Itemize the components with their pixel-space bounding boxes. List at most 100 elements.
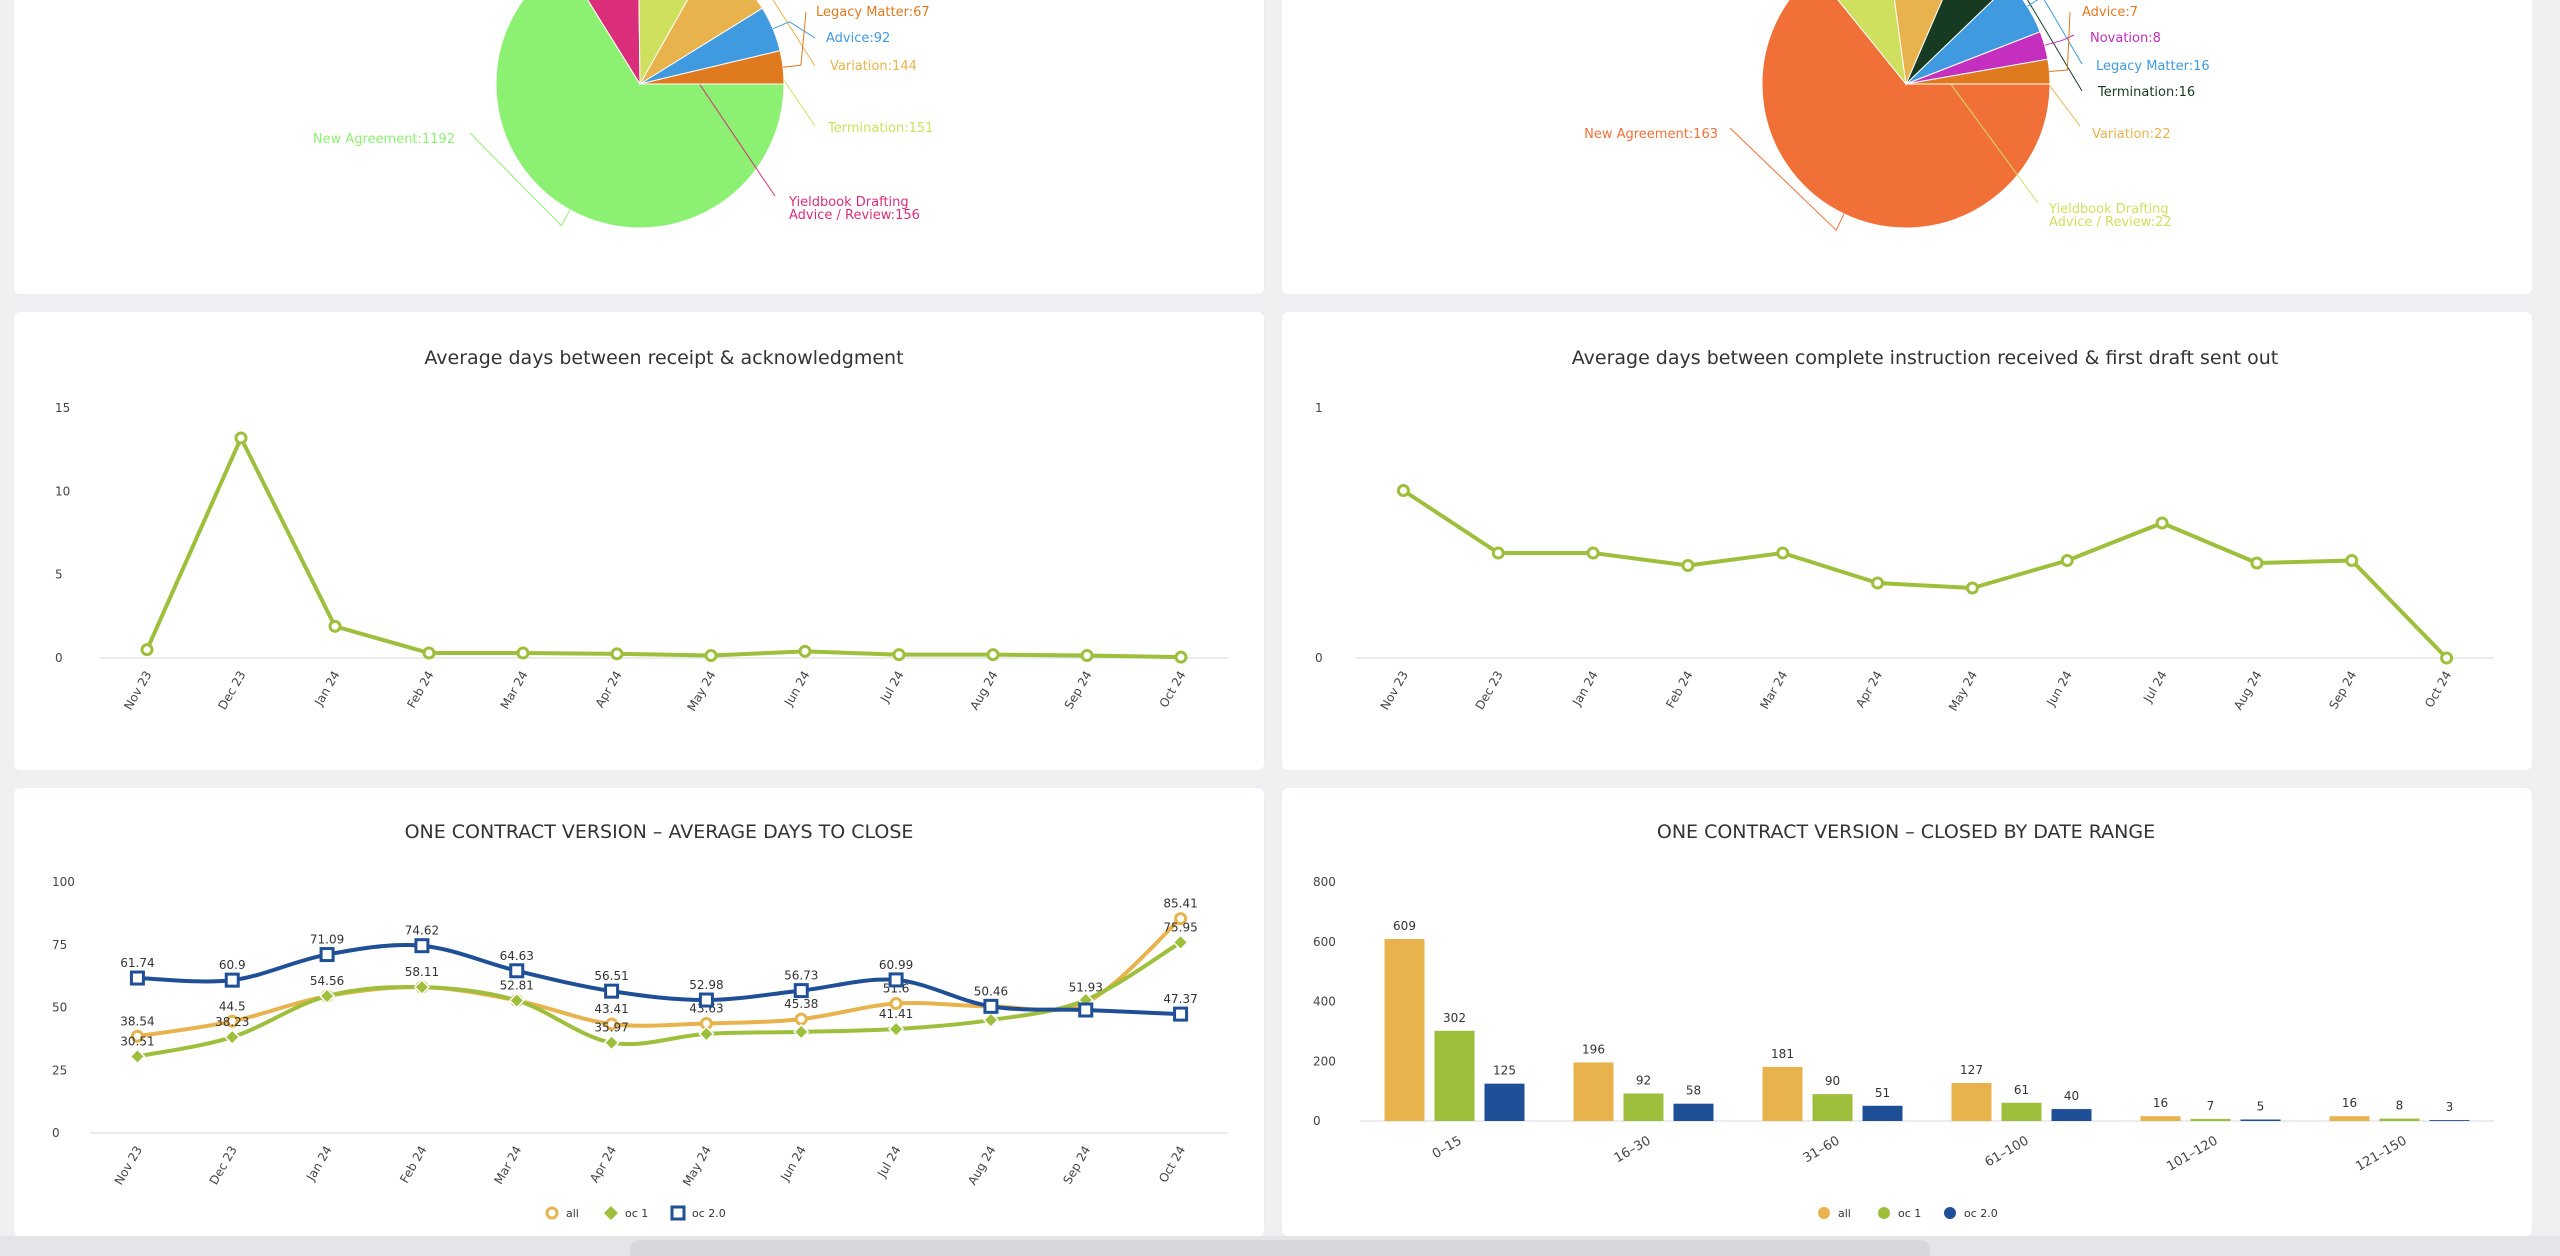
bottom-tab [630,1240,1930,1256]
data-point [1174,650,1188,664]
bar [1812,1094,1853,1121]
pie-label: Advice / Review:22 [2049,215,2172,230]
x-tick-label: 31–60 [1801,1133,1843,1166]
legend-closed-by-range: all oc 1 oc 2.0 [1818,1207,1998,1220]
data-label: 56.51 [594,969,628,983]
data-point [2060,554,2074,567]
data-point [509,963,525,979]
pie-connector [1888,0,2039,204]
y-tick-label: 0 [1315,651,1323,665]
x-tick-label: May 24 [1946,669,1980,714]
pie-label: Advice:7 [2082,5,2138,20]
chart-title: Average days between receipt & acknowled… [424,347,903,369]
data-point [793,1023,810,1040]
data-label: 51.93 [1069,981,1103,995]
x-tick-label: Oct 24 [1156,1144,1188,1186]
data-label: 38.54 [120,1014,154,1028]
data-point [2345,554,2359,567]
data-label: 30.51 [120,1034,154,1048]
legend-label: oc 1 [1898,1207,1921,1220]
bar-value-label: 90 [1825,1074,1840,1088]
legend-marker [545,1206,559,1220]
pie-label: New Agreement:163 [1584,127,1718,142]
x-tick-label: Feb 24 [397,1144,429,1186]
data-point [2250,556,2264,570]
data-point [1491,546,1505,560]
data-point [319,987,336,1005]
y-tick-label: 0 [1313,1114,1321,1128]
y-tick-label: 25 [52,1063,67,1077]
bar [1434,1030,1475,1121]
bar [1762,1066,1803,1121]
bar [1623,1093,1664,1121]
data-point [1776,546,1790,560]
data-point [225,1014,239,1028]
data-label: 43.41 [594,1002,628,1016]
y-tick-label: 50 [52,1001,67,1015]
data-point [1871,576,1885,590]
data-label: 85.41 [1163,897,1197,911]
pie-slice [1761,0,2051,229]
x-tick-label: Mar 24 [1757,669,1790,712]
bar [2429,1120,2470,1121]
data-point [698,1025,715,1042]
data-point [1586,546,1600,560]
chart-title: ONE CONTRACT VERSION – CLOSED BY DATE RA… [1657,821,2155,843]
pie-slice [495,0,785,229]
bar-value-label: 125 [1493,1064,1516,1078]
legend-marker [604,1206,618,1220]
avg-days-close-chart: ONE CONTRACT VERSION – AVERAGE DAYS TO C… [52,821,1228,1189]
x-tick-label: Feb 24 [404,669,436,711]
pie-connector [2027,0,2083,92]
data-label: 54.56 [310,974,344,988]
data-point [794,1012,808,1026]
data-point [328,619,342,633]
data-label: 71.09 [310,933,344,947]
data-point [698,992,714,1008]
data-point [2440,651,2454,665]
pie-label: Termination:151 [827,121,933,136]
legend-marker [1944,1207,1956,1219]
legend-marker [1818,1207,1830,1219]
y-tick-label: 75 [52,938,67,952]
data-point [603,1034,620,1051]
series-line-value [145,436,1182,660]
data-point [1681,559,1695,572]
data-point [798,644,812,658]
data-point [508,992,525,1009]
data-label: 56.73 [784,969,818,983]
x-tick-label: Apr 24 [593,669,625,711]
x-tick-label: Jul 24 [877,669,906,706]
y-tick-label: 200 [1313,1054,1336,1068]
y-tick-label: 5 [55,568,63,582]
bar-value-label: 16 [2153,1096,2168,1110]
x-tick-label: Mar 24 [498,669,531,712]
y-tick-label: 15 [55,401,70,415]
first-draft-panel [1282,312,2532,770]
bar-value-label: 302 [1443,1011,1466,1025]
pie-label: Advice / Review:156 [789,208,920,223]
data-point [2155,516,2169,530]
y-tick-label: 100 [52,875,75,889]
data-point [224,1028,241,1046]
x-tick-label: 61–100 [1983,1133,2032,1170]
bar-value-label: 51 [1875,1086,1890,1100]
data-label: 75.95 [1163,920,1197,934]
data-point [982,1011,999,1029]
legend-marker [1878,1207,1890,1219]
data-point [224,972,240,988]
data-point [888,972,904,988]
x-tick-label: Mar 24 [491,1144,524,1187]
x-tick-label: Dec 23 [207,1144,240,1188]
data-label: 61.74 [120,956,154,970]
data-point [1174,912,1188,926]
pie-slice [587,0,641,86]
bar-value-label: 58 [1686,1084,1701,1098]
data-point [516,646,530,660]
closed-by-range-chart: ONE CONTRACT VERSION – CLOSED BY DATE RA… [1313,821,2494,1175]
x-tick-label: May 24 [685,669,719,714]
x-tick-label: Dec 23 [215,669,248,713]
x-tick-label: Jan 24 [311,669,342,709]
x-tick-label: Apr 24 [1853,669,1885,711]
